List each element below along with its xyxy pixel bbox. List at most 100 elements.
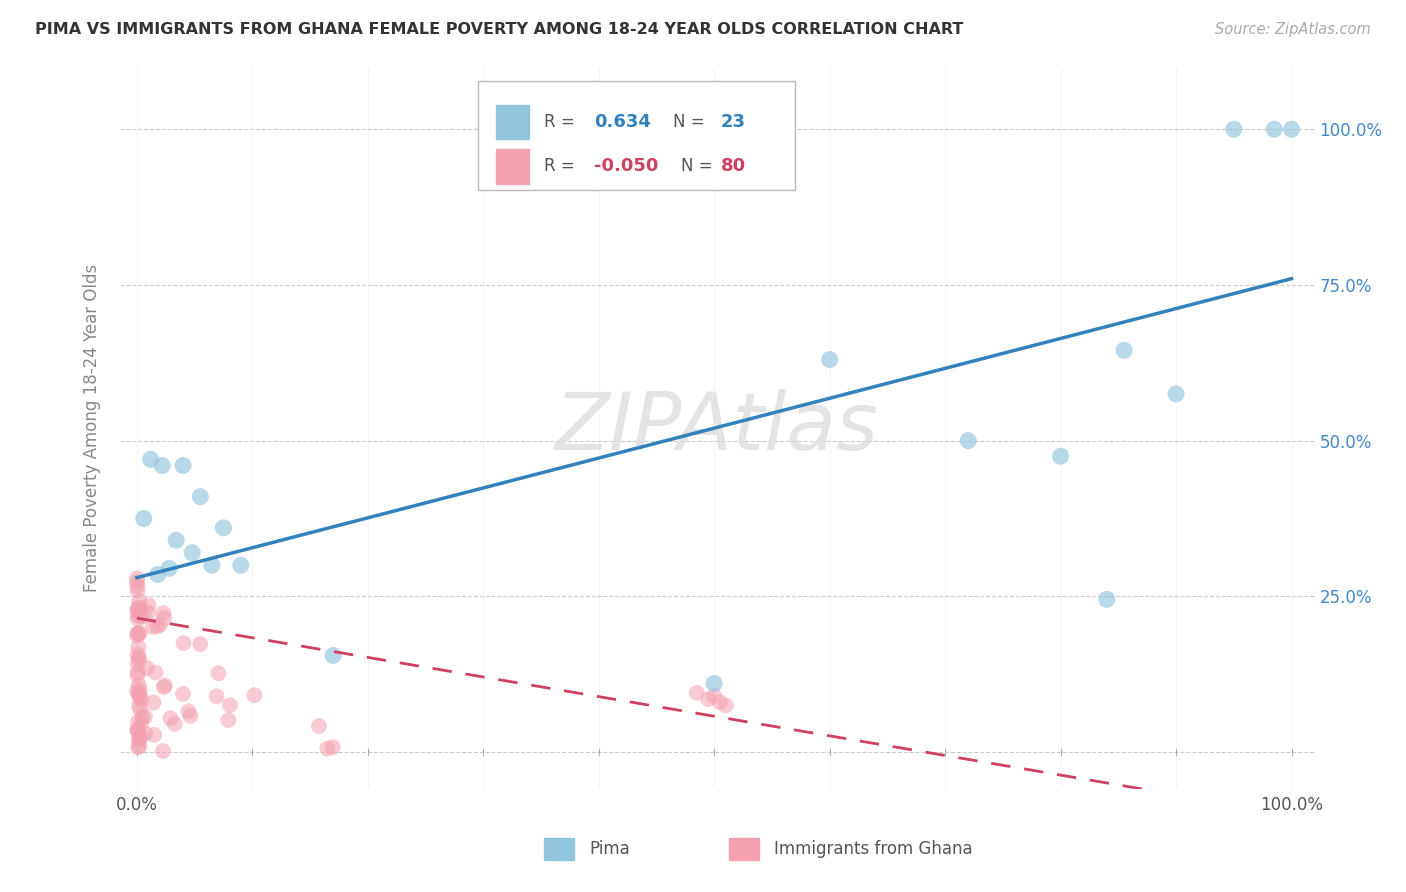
Text: Immigrants from Ghana: Immigrants from Ghana xyxy=(775,839,973,858)
Point xyxy=(146,619,169,633)
Text: 23: 23 xyxy=(721,113,745,131)
Point xyxy=(128,733,150,747)
Point xyxy=(1095,592,1118,607)
Point xyxy=(128,603,150,617)
Point xyxy=(177,704,200,718)
Point xyxy=(131,692,153,706)
Text: R =: R = xyxy=(544,158,579,176)
Bar xyxy=(496,104,530,139)
Bar xyxy=(730,838,759,860)
Point xyxy=(181,546,204,560)
Point xyxy=(127,665,149,680)
Point xyxy=(136,606,159,620)
Point xyxy=(135,661,157,675)
Point xyxy=(201,558,224,573)
Point xyxy=(709,695,731,709)
Text: PIMA VS IMMIGRANTS FROM GHANA FEMALE POVERTY AMONG 18-24 YEAR OLDS CORRELATION C: PIMA VS IMMIGRANTS FROM GHANA FEMALE POV… xyxy=(35,22,963,37)
Text: R =: R = xyxy=(544,113,579,131)
Point xyxy=(1112,343,1135,358)
Text: N =: N = xyxy=(673,113,710,131)
Y-axis label: Female Poverty Among 18-24 Year Olds: Female Poverty Among 18-24 Year Olds xyxy=(83,264,101,592)
Point xyxy=(127,608,149,623)
Point xyxy=(127,612,149,626)
Point xyxy=(128,698,150,713)
Point xyxy=(179,708,201,723)
Point xyxy=(229,558,252,573)
Point xyxy=(128,687,150,701)
Point xyxy=(128,686,150,700)
Point xyxy=(957,434,980,448)
Point xyxy=(127,571,149,585)
Point xyxy=(1049,449,1071,463)
Point xyxy=(128,653,150,667)
Point xyxy=(125,604,148,618)
Point xyxy=(129,716,152,731)
Point xyxy=(1263,122,1285,136)
Point xyxy=(322,648,344,663)
Point xyxy=(127,657,149,671)
Point xyxy=(243,688,266,702)
Point xyxy=(125,684,148,698)
Point xyxy=(129,608,152,623)
Point xyxy=(686,686,709,700)
Point xyxy=(172,687,194,701)
Point xyxy=(153,611,176,625)
Point xyxy=(129,731,152,745)
Point xyxy=(128,690,150,705)
Point xyxy=(127,583,149,598)
Point xyxy=(205,690,228,704)
Point xyxy=(134,726,156,740)
Point xyxy=(207,666,229,681)
Point xyxy=(1164,387,1187,401)
FancyBboxPatch shape xyxy=(478,81,794,190)
Point xyxy=(159,711,181,725)
Point xyxy=(1281,122,1303,136)
Point xyxy=(125,629,148,643)
Point xyxy=(128,678,150,692)
Point xyxy=(132,511,155,525)
Point xyxy=(145,665,167,680)
Point xyxy=(308,719,330,733)
Point xyxy=(128,739,150,754)
Point xyxy=(143,728,166,742)
Point xyxy=(188,490,211,504)
Text: Pima: Pima xyxy=(589,839,630,858)
Point xyxy=(128,731,150,746)
Point xyxy=(163,716,186,731)
Point xyxy=(127,725,149,739)
Point xyxy=(142,620,165,634)
Point xyxy=(128,626,150,640)
Point xyxy=(714,698,737,713)
Point xyxy=(125,575,148,590)
Point xyxy=(153,679,176,693)
Text: N =: N = xyxy=(682,158,718,176)
Point xyxy=(127,579,149,593)
Point xyxy=(157,561,180,575)
Point xyxy=(127,668,149,682)
Point xyxy=(127,648,149,662)
Point xyxy=(127,626,149,640)
Point xyxy=(129,702,152,716)
Point xyxy=(128,650,150,665)
Point xyxy=(127,723,149,738)
Text: 80: 80 xyxy=(721,158,745,176)
Point xyxy=(1223,122,1246,136)
Point xyxy=(139,452,162,467)
Point xyxy=(152,606,174,620)
Point xyxy=(134,709,156,723)
Point xyxy=(128,683,150,698)
Point xyxy=(127,714,149,729)
Point xyxy=(818,352,841,367)
Point xyxy=(697,692,720,706)
Point xyxy=(128,594,150,608)
Bar xyxy=(496,149,530,184)
Point xyxy=(322,740,344,755)
Point xyxy=(127,601,149,615)
Point xyxy=(217,713,239,727)
Point xyxy=(127,640,149,655)
Point xyxy=(127,723,149,737)
Point xyxy=(146,567,169,582)
Point xyxy=(127,740,149,755)
Point xyxy=(165,533,187,548)
Point xyxy=(131,710,153,724)
